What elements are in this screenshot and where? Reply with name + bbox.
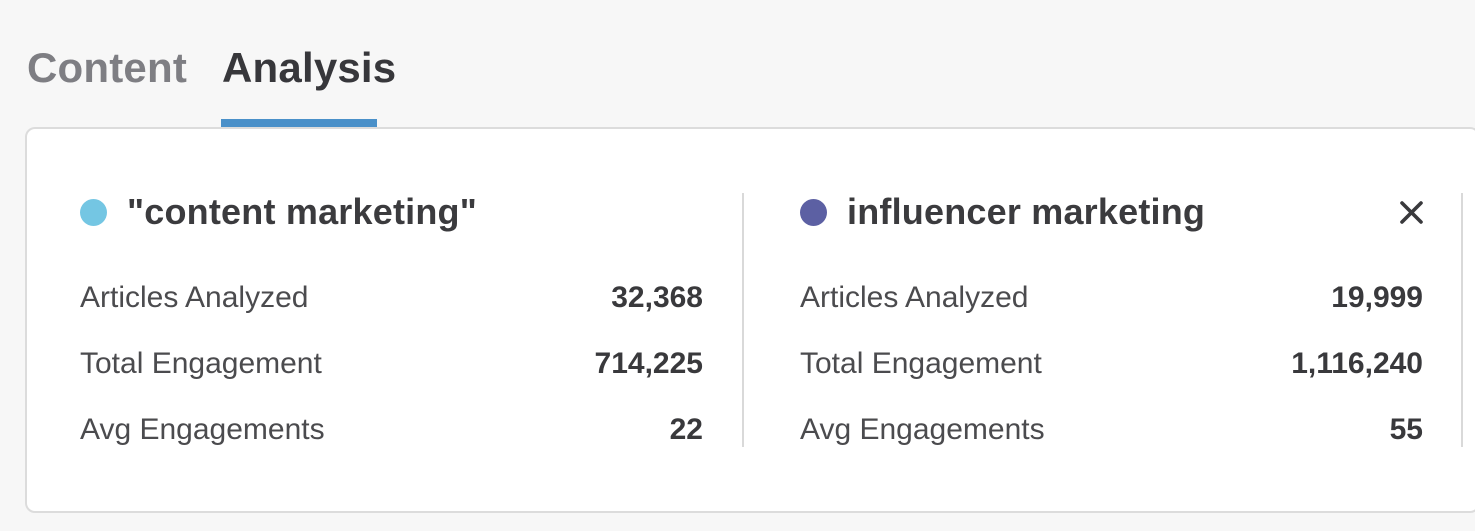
- active-tab-indicator: [221, 119, 377, 129]
- column-divider: [742, 193, 744, 447]
- stat-row-avg-engagements: Avg Engagements 55: [800, 413, 1423, 447]
- topic-column-content-marketing: "content marketing" Articles Analyzed 32…: [80, 129, 703, 511]
- stat-row-avg-engagements: Avg Engagements 22: [80, 413, 703, 447]
- column-divider: [1461, 193, 1463, 447]
- stat-label: Total Engagement: [80, 347, 322, 380]
- topic-title: influencer marketing: [847, 191, 1206, 232]
- stat-value: 714,225: [594, 347, 703, 380]
- stat-label: Avg Engagements: [800, 413, 1045, 446]
- stat-value: 32,368: [611, 281, 703, 314]
- stat-value: 1,116,240: [1291, 347, 1423, 380]
- remove-topic-button[interactable]: [1396, 197, 1427, 228]
- comparison-card: "content marketing" Articles Analyzed 32…: [25, 127, 1475, 513]
- topic-header: "content marketing": [80, 191, 703, 232]
- topic-column-influencer-marketing: influencer marketing Articles Analyzed 1…: [800, 129, 1423, 511]
- topic-color-dot: [800, 198, 827, 226]
- stat-row-articles-analyzed: Articles Analyzed 32,368: [80, 281, 703, 315]
- close-icon: [1400, 200, 1423, 224]
- stat-label: Total Engagement: [800, 347, 1042, 380]
- topic-title: "content marketing": [127, 191, 477, 232]
- stat-label: Avg Engagements: [80, 413, 325, 446]
- stat-value: 55: [1389, 413, 1423, 446]
- topic-header: influencer marketing: [800, 191, 1423, 232]
- tab-content[interactable]: Content: [27, 44, 188, 91]
- stat-row-total-engagement: Total Engagement 1,116,240: [800, 347, 1423, 381]
- topic-color-dot: [80, 198, 107, 226]
- stat-label: Articles Analyzed: [80, 281, 309, 314]
- stat-value: 22: [669, 413, 703, 446]
- tab-analysis[interactable]: Analysis: [222, 44, 397, 91]
- stat-value: 19,999: [1331, 281, 1423, 314]
- stat-label: Articles Analyzed: [800, 281, 1029, 314]
- stat-row-total-engagement: Total Engagement 714,225: [80, 347, 703, 381]
- stat-row-articles-analyzed: Articles Analyzed 19,999: [800, 281, 1423, 315]
